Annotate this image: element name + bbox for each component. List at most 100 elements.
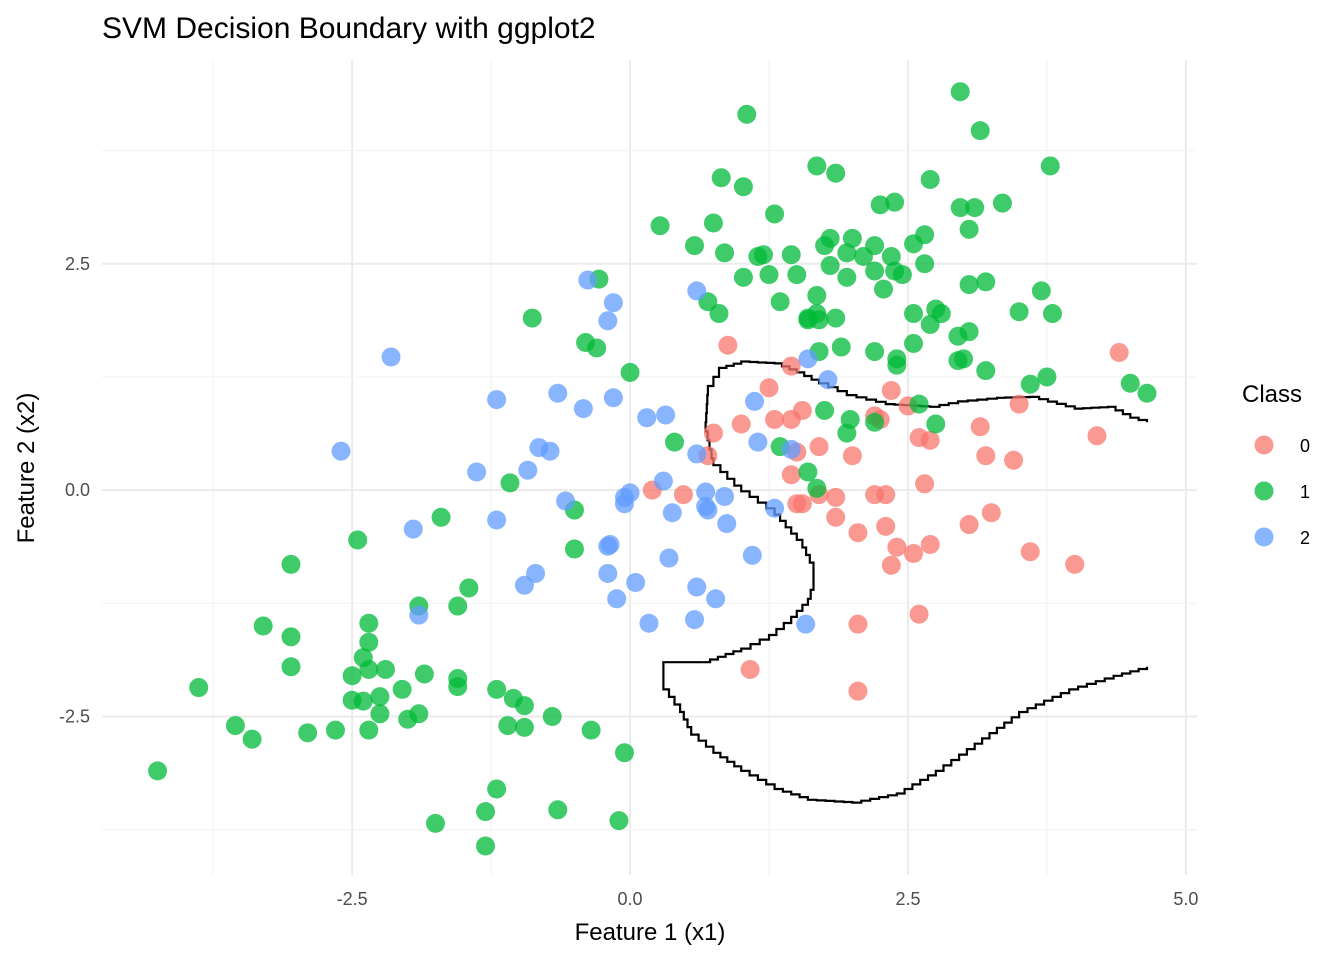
data-point	[514, 717, 534, 737]
data-point	[665, 432, 685, 452]
data-point	[409, 605, 429, 625]
data-point	[954, 349, 974, 369]
data-point	[342, 690, 362, 710]
data-point	[715, 243, 735, 263]
data-point	[765, 498, 785, 518]
data-point	[1120, 373, 1140, 393]
data-point	[598, 563, 618, 583]
data-point	[614, 494, 634, 514]
legend-key-0	[1254, 435, 1274, 455]
data-point	[431, 507, 451, 527]
data-point	[717, 514, 737, 534]
x-axis: -2.5 0.0 2.5 5.0	[337, 889, 1199, 909]
data-point	[426, 813, 446, 833]
data-point	[959, 219, 979, 239]
data-point	[603, 293, 623, 313]
data-point	[448, 596, 468, 616]
data-point	[765, 410, 785, 430]
data-point	[325, 720, 345, 740]
data-point	[848, 523, 868, 543]
data-point	[904, 544, 924, 564]
data-point	[815, 236, 835, 256]
data-point	[518, 460, 538, 480]
data-point	[359, 720, 379, 740]
data-point	[807, 285, 827, 305]
data-point	[892, 265, 912, 285]
data-point	[653, 471, 673, 491]
data-point	[242, 729, 262, 749]
data-point	[514, 575, 534, 595]
data-point	[573, 399, 593, 419]
data-point	[737, 104, 757, 124]
data-point	[359, 613, 379, 633]
series-1	[148, 82, 1157, 856]
data-point	[920, 534, 940, 554]
data-point	[709, 304, 729, 324]
data-point	[870, 195, 890, 215]
data-point	[522, 308, 542, 328]
data-point	[887, 537, 907, 557]
data-points	[148, 82, 1157, 856]
data-point	[581, 720, 601, 740]
data-point	[715, 486, 735, 506]
x-tick-label: 5.0	[1173, 889, 1198, 909]
data-point	[818, 370, 838, 390]
data-point	[842, 228, 862, 248]
data-point	[904, 333, 924, 353]
data-point	[556, 491, 576, 511]
data-point	[792, 400, 812, 420]
data-point	[448, 677, 468, 697]
data-point	[1109, 342, 1129, 362]
data-point	[781, 439, 801, 459]
data-point	[815, 400, 835, 420]
x-axis-title: Feature 1 (x1)	[575, 919, 726, 946]
data-point	[959, 322, 979, 342]
data-point	[607, 589, 627, 609]
data-point	[885, 192, 905, 212]
data-point	[959, 275, 979, 295]
data-point	[745, 391, 765, 411]
data-point	[920, 170, 940, 190]
data-point	[733, 267, 753, 287]
data-point	[865, 412, 885, 432]
data-point	[959, 515, 979, 535]
data-point	[887, 355, 907, 375]
y-axis: -2.5 0.0 2.5	[59, 254, 90, 727]
x-tick-label: 0.0	[618, 889, 643, 909]
data-point	[370, 687, 390, 707]
data-point	[1065, 554, 1085, 574]
data-point	[578, 270, 598, 290]
data-point	[970, 121, 990, 141]
data-point	[853, 247, 873, 267]
data-point	[831, 337, 851, 357]
data-point	[189, 678, 209, 698]
data-point	[865, 261, 885, 281]
data-point	[514, 696, 534, 716]
data-point	[926, 414, 946, 434]
data-point	[759, 378, 779, 398]
data-point	[1137, 383, 1157, 403]
data-point	[598, 536, 618, 556]
legend-title: Class	[1242, 381, 1302, 408]
data-point	[1004, 450, 1024, 470]
data-point	[1020, 374, 1040, 394]
data-point	[281, 627, 301, 647]
data-point	[281, 554, 301, 574]
data-point	[498, 716, 518, 736]
data-point	[487, 779, 507, 799]
data-point	[826, 308, 846, 328]
data-point	[348, 530, 368, 550]
data-point	[476, 802, 496, 822]
data-point	[909, 428, 929, 448]
data-point	[798, 308, 818, 328]
data-point	[881, 555, 901, 575]
data-point	[1040, 156, 1060, 176]
data-point	[370, 704, 390, 724]
data-point	[467, 462, 487, 482]
data-point	[876, 485, 896, 505]
data-point	[698, 500, 718, 520]
data-point	[781, 245, 801, 265]
legend-label-2: 2	[1300, 528, 1310, 548]
data-point	[915, 474, 935, 494]
data-point	[342, 666, 362, 686]
